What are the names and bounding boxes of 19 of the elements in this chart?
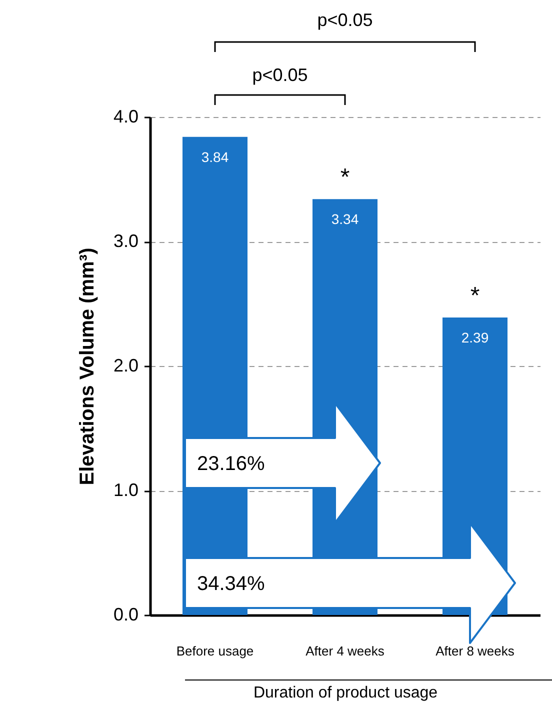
data-label: 3.34 — [331, 211, 359, 228]
x-tick-label: After 8 weeks — [436, 644, 515, 658]
y-tick-label: 4.0 — [113, 106, 138, 126]
text: p<0.05 — [252, 65, 308, 85]
annotation: * — [470, 282, 480, 310]
text: p<0.05 — [317, 10, 373, 30]
annotation: 23.16% — [197, 453, 266, 475]
annotation: 34.34% — [197, 573, 266, 595]
data-label: 2.39 — [461, 329, 489, 346]
y-tick-label: 0.0 — [113, 604, 138, 624]
y-axis-title: Elevations Volume (mm³) — [76, 248, 98, 486]
y-tick-label: 3.0 — [113, 231, 138, 251]
x-tick-label: After 4 weeks — [306, 644, 385, 658]
y-tick-label: 2.0 — [113, 356, 138, 376]
y-tick-label: 1.0 — [113, 480, 138, 500]
annotation: * — [340, 164, 350, 192]
x-axis-title: Duration of product usage — [253, 684, 438, 702]
data-label: 3.84 — [201, 148, 229, 165]
x-tick-label: Before usage — [176, 644, 254, 658]
